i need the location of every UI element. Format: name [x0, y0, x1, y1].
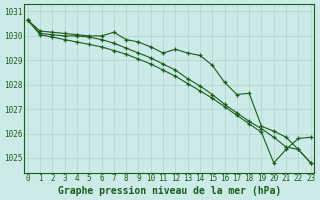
X-axis label: Graphe pression niveau de la mer (hPa): Graphe pression niveau de la mer (hPa) — [58, 186, 281, 196]
